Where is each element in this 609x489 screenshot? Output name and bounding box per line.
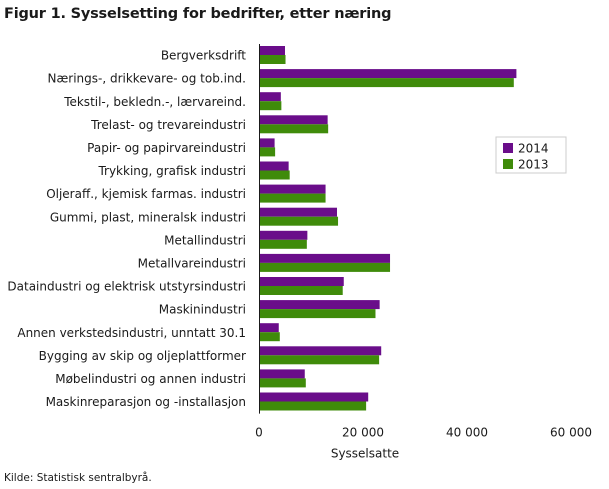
category-label: Papir- og papirvareindustri [87,141,246,155]
category-label: Nærings-, drikkevare- og tob.ind. [48,72,246,86]
bar-2014 [259,369,305,379]
category-label: Gummi, plast, mineralsk industri [50,210,246,224]
bar-2014 [259,138,275,148]
category-labels: Bergverksdrift Nærings-, drikkevare- og t… [7,49,246,409]
category-label: Møbelindustri og annen industri [55,372,246,386]
legend-label: 2013 [518,158,549,172]
legend: 2014 2013 [495,136,567,174]
chart-title: Figur 1. Sysselsetting for bedrifter, et… [4,6,392,22]
legend-swatch-2013 [503,159,513,169]
bar-2013 [259,401,367,411]
bar-2013 [259,309,376,319]
bar-2013 [259,124,329,134]
bar-2014 [259,323,279,333]
bar-2013 [259,101,282,111]
legend-label: 2014 [518,142,549,156]
category-label: Annen verkstedsindustri, unntatt 30.1 [17,326,246,340]
category-label: Metallvareindustri [138,256,246,270]
x-tick-label: 0 [255,426,263,440]
bar-2013 [259,216,339,226]
category-label: Trelast- og trevareindustri [90,118,246,132]
category-label: Bergverksdrift [161,49,246,63]
bar-2014 [259,253,391,263]
x-tick-label: 60 000 [550,426,592,440]
bar-2014 [259,346,382,356]
bar-2014 [259,69,517,79]
bar-2013 [259,170,290,180]
bar-2014 [259,161,289,171]
category-label: Maskinindustri [159,303,246,317]
bar-2013 [259,78,514,88]
category-label: Tekstil-, bekledn.-, lærvareind. [63,95,246,109]
source-note: Kilde: Statistisk sentralbyrå. [4,472,152,484]
bar-2014 [259,230,308,240]
bar-2013 [259,286,343,295]
x-tick-label: 20 000 [342,426,384,440]
bar-2013 [259,239,307,249]
bar-2014 [259,115,328,125]
bar-2013 [259,193,326,203]
category-label: Dataindustri og elektrisk utstyrsindustr… [7,280,246,294]
bar-2014 [259,277,344,286]
x-tick-label: 40 000 [446,426,488,440]
category-label: Maskinreparasjon og -installasjon [46,395,246,409]
bar-2013 [259,55,286,64]
category-label: Metallindustri [164,233,246,247]
bar-2014 [259,392,369,402]
bar-2013 [259,378,306,388]
bar-2013 [259,332,280,342]
bar-2013 [259,147,276,157]
bar-2014 [259,46,285,55]
bar-2014 [259,92,281,102]
bar-2014 [259,184,326,194]
bars-group [259,46,517,411]
x-tick-labels: 0 20 000 40 000 60 000 [255,426,592,440]
category-label: Bygging av skip og oljeplattformer [39,349,246,363]
bar-2013 [259,355,380,365]
bar-2014 [259,300,380,310]
bar-2014 [259,207,337,217]
bar-2013 [259,262,391,272]
legend-swatch-2014 [503,143,513,153]
category-label: Oljeraff., kjemisk farmas. industri [46,187,246,201]
category-label: Trykking, grafisk industri [97,164,246,178]
x-axis-title: Sysselsatte [331,447,399,461]
